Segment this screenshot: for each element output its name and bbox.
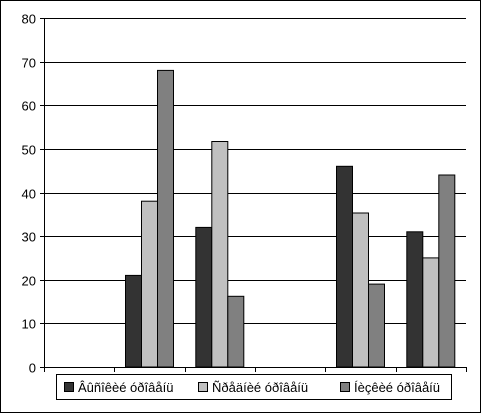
legend-swatch-2 [340, 382, 350, 392]
y-tick-label-40: 40 [22, 187, 36, 202]
bar-s0-c1 [125, 274, 142, 368]
y-tick-label-60: 60 [22, 99, 36, 114]
legend-box [56, 374, 452, 400]
legend-label-2: Íèçêèé óðîâåíü [354, 380, 440, 395]
bar-s0-c5 [406, 231, 424, 368]
legend-label-0: Âûñîêèé óðîâåíü [78, 380, 173, 395]
bar-s0-c4 [336, 165, 353, 368]
y-tick-label-50: 50 [22, 143, 36, 158]
bar-s2-c4 [368, 283, 385, 368]
bar-s2-c5 [438, 174, 456, 368]
y-tick-label-20: 20 [22, 274, 36, 289]
y-tick-label-10: 10 [22, 317, 36, 332]
y-tick-label-30: 30 [22, 230, 36, 245]
bar-s2-c2 [227, 295, 245, 368]
y-tick-label-0: 0 [29, 361, 36, 376]
bar-s2-c1 [157, 69, 174, 368]
y-tick-label-70: 70 [22, 56, 36, 71]
legend-swatch-1 [198, 382, 208, 392]
legend-swatch-0 [64, 382, 74, 392]
bar-s1-c4 [352, 212, 369, 368]
y-tick-label-80: 80 [22, 12, 36, 27]
bar-s1-c2 [211, 141, 229, 368]
legend-label-1: Ñðåäíèé óðîâåíü [212, 380, 308, 395]
bar-s1-c1 [141, 200, 158, 368]
bar-s0-c2 [195, 226, 213, 368]
bar-s1-c5 [422, 257, 440, 368]
